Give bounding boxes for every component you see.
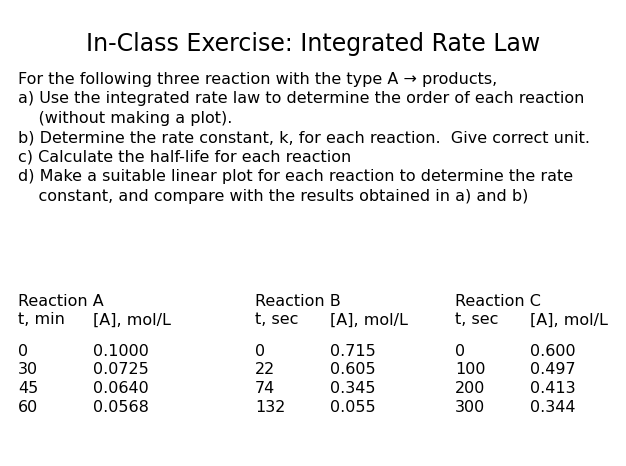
Text: 0.055: 0.055	[330, 399, 376, 414]
Text: Reaction A: Reaction A	[18, 294, 104, 309]
Text: 100: 100	[455, 363, 486, 377]
Text: 200: 200	[455, 381, 485, 396]
Text: For the following three reaction with the type A → products,: For the following three reaction with th…	[18, 72, 497, 87]
Text: t, sec: t, sec	[255, 313, 299, 328]
Text: c) Calculate the half-life for each reaction: c) Calculate the half-life for each reac…	[18, 150, 351, 165]
Text: 0.497: 0.497	[530, 363, 576, 377]
Text: 0: 0	[455, 344, 465, 359]
Text: Reaction B: Reaction B	[255, 294, 341, 309]
Text: 22: 22	[255, 363, 275, 377]
Text: 30: 30	[18, 363, 38, 377]
Text: 0: 0	[18, 344, 28, 359]
Text: 0.0568: 0.0568	[93, 399, 149, 414]
Text: In-Class Exercise: Integrated Rate Law: In-Class Exercise: Integrated Rate Law	[86, 32, 540, 56]
Text: 0.413: 0.413	[530, 381, 576, 396]
Text: t, min: t, min	[18, 313, 65, 328]
Text: 0.345: 0.345	[330, 381, 376, 396]
Text: 0.605: 0.605	[330, 363, 376, 377]
Text: 0.1000: 0.1000	[93, 344, 149, 359]
Text: 0.0725: 0.0725	[93, 363, 149, 377]
Text: [A], mol/L: [A], mol/L	[93, 313, 171, 328]
Text: (without making a plot).: (without making a plot).	[18, 111, 232, 126]
Text: constant, and compare with the results obtained in a) and b): constant, and compare with the results o…	[18, 189, 528, 204]
Text: 0: 0	[255, 344, 265, 359]
Text: 74: 74	[255, 381, 275, 396]
Text: 45: 45	[18, 381, 38, 396]
Text: 0.0640: 0.0640	[93, 381, 149, 396]
Text: [A], mol/L: [A], mol/L	[530, 313, 608, 328]
Text: a) Use the integrated rate law to determine the order of each reaction: a) Use the integrated rate law to determ…	[18, 91, 585, 107]
Text: 0.715: 0.715	[330, 344, 376, 359]
Text: Reaction C: Reaction C	[455, 294, 541, 309]
Text: b) Determine the rate constant, k, for each reaction.  Give correct unit.: b) Determine the rate constant, k, for e…	[18, 130, 590, 145]
Text: [A], mol/L: [A], mol/L	[330, 313, 408, 328]
Text: d) Make a suitable linear plot for each reaction to determine the rate: d) Make a suitable linear plot for each …	[18, 170, 573, 185]
Text: 300: 300	[455, 399, 485, 414]
Text: 132: 132	[255, 399, 285, 414]
Text: 0.600: 0.600	[530, 344, 576, 359]
Text: 0.344: 0.344	[530, 399, 575, 414]
Text: 60: 60	[18, 399, 38, 414]
Text: t, sec: t, sec	[455, 313, 498, 328]
